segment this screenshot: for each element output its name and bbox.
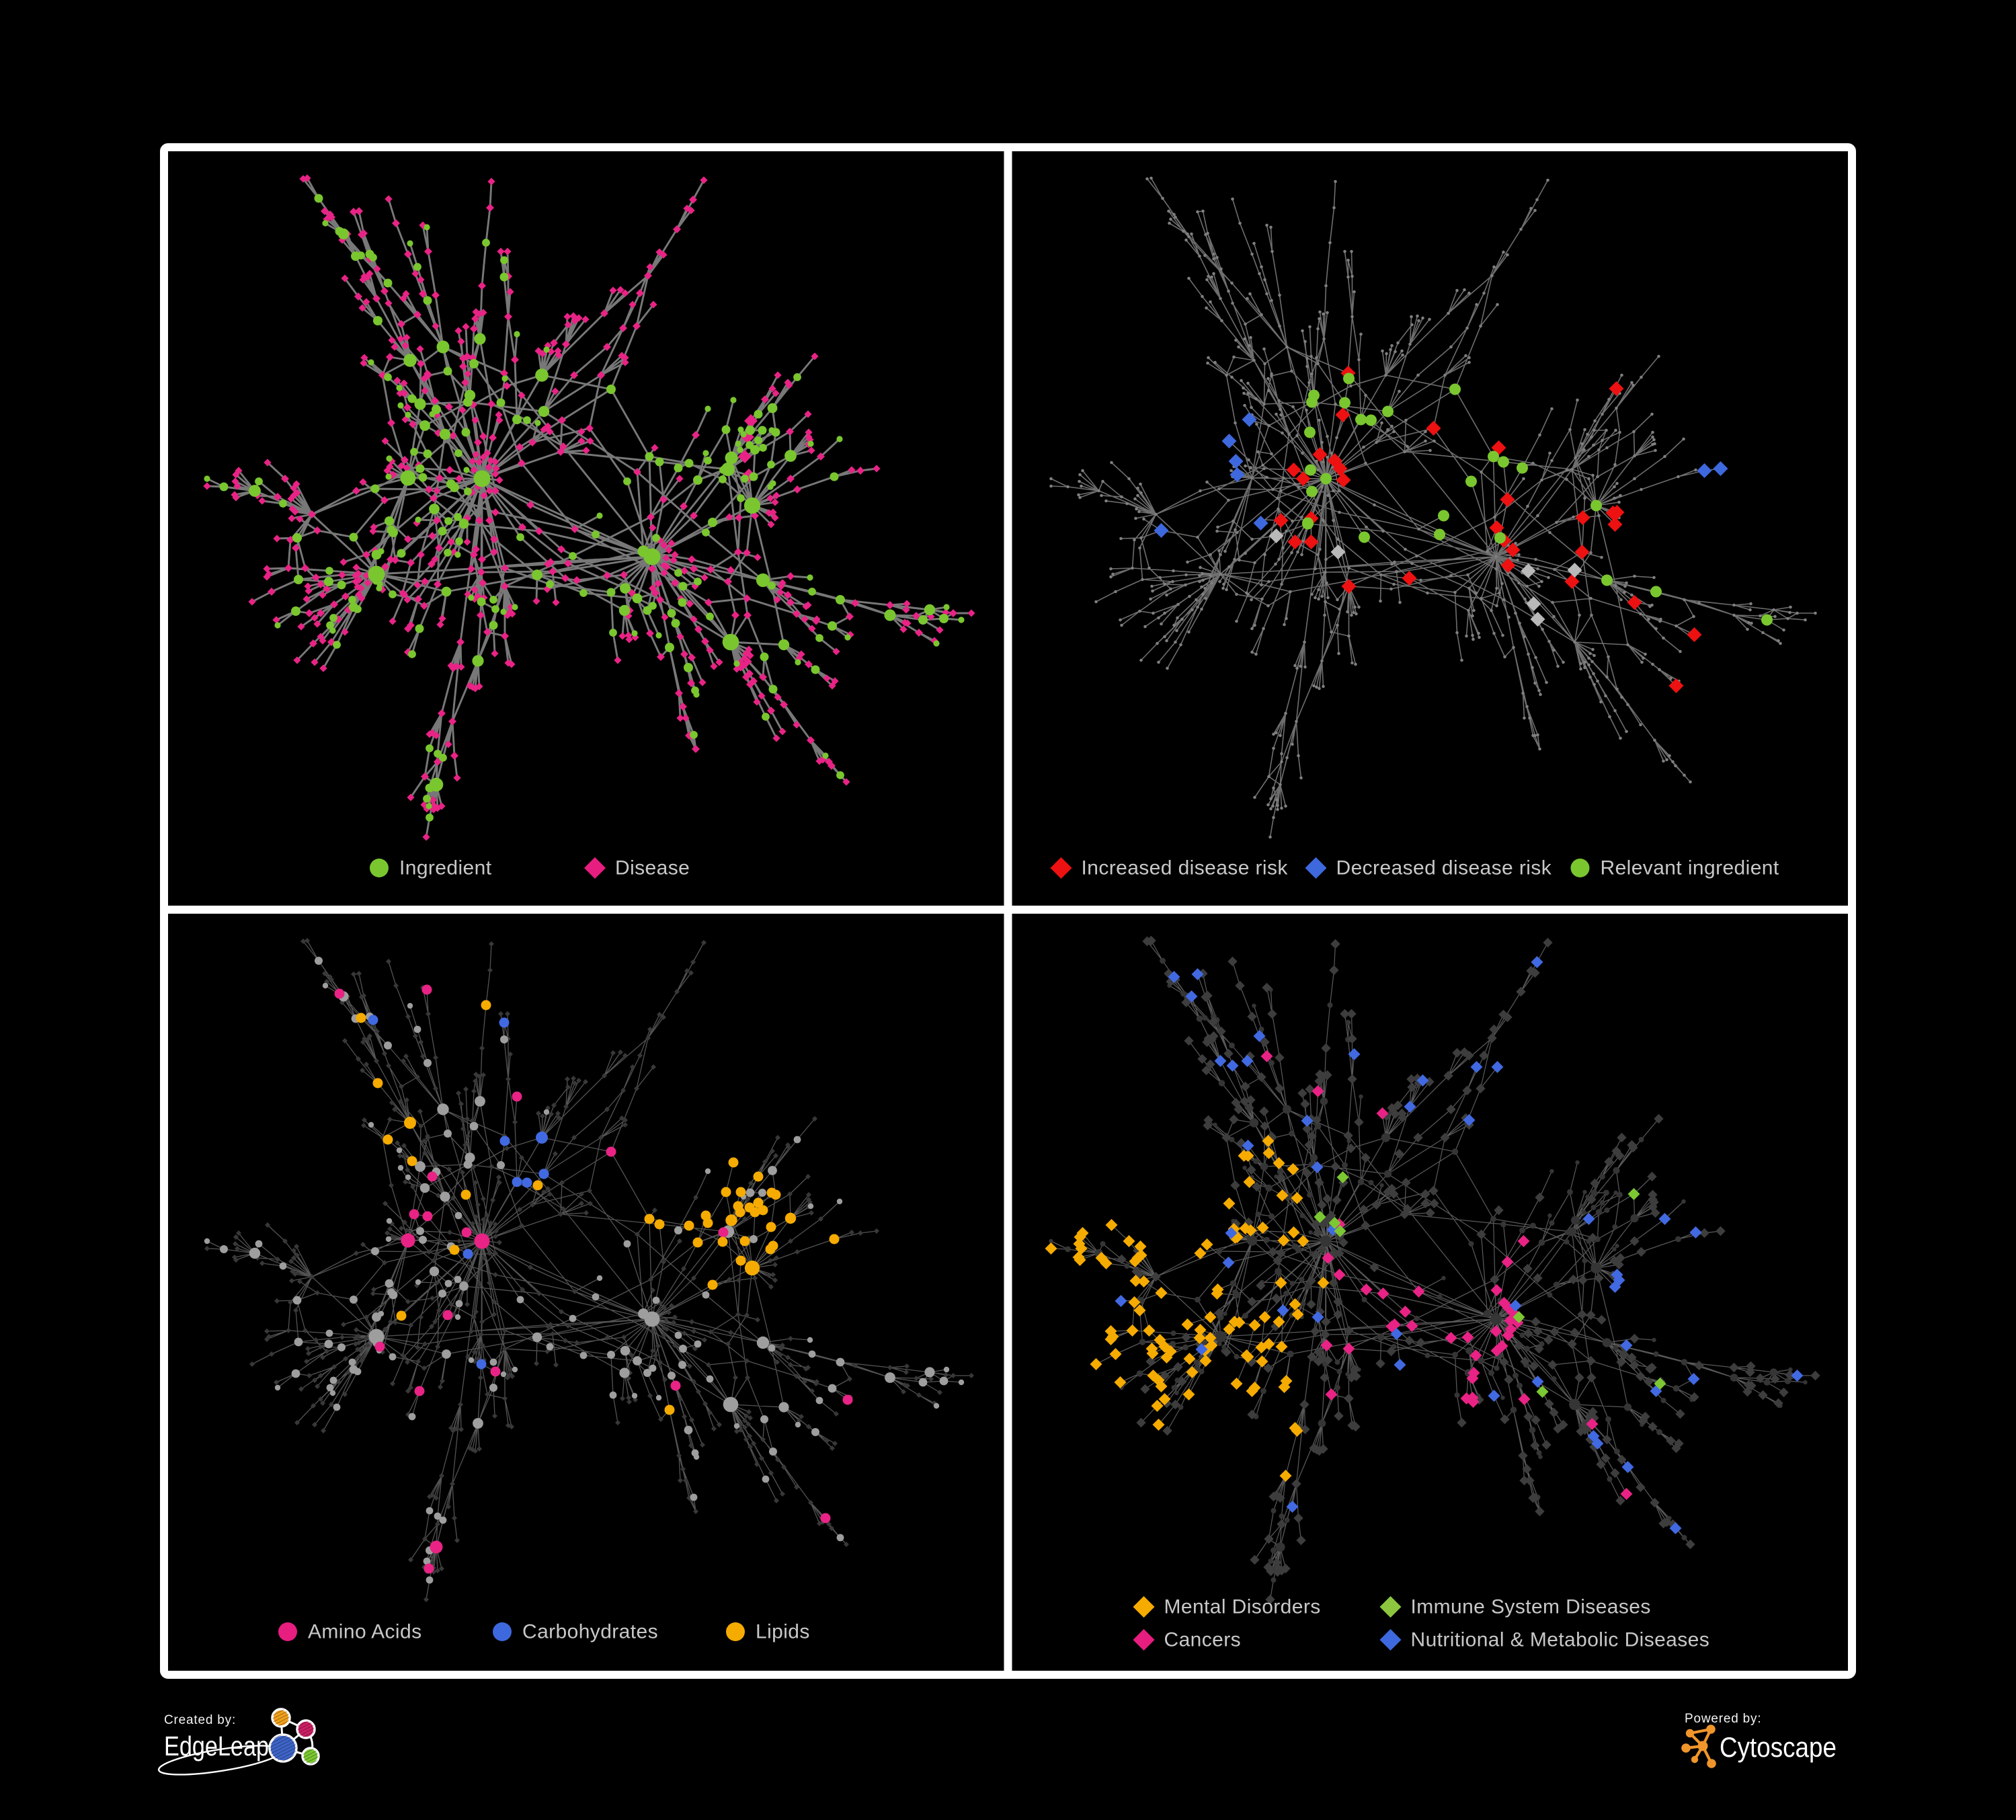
svg-text:Decreased disease risk: Decreased disease risk bbox=[1336, 857, 1552, 879]
svg-text:Relevant ingredient: Relevant ingredient bbox=[1601, 857, 1779, 879]
svg-text:Increased disease risk: Increased disease risk bbox=[1082, 857, 1289, 879]
svg-text:Nutritional & Metabolic Diseas: Nutritional & Metabolic Diseases bbox=[1411, 1629, 1710, 1651]
svg-text:Amino Acids: Amino Acids bbox=[308, 1621, 421, 1643]
svg-text:EdgeLeap: EdgeLeap bbox=[164, 1731, 269, 1762]
svg-text:Cytoscape: Cytoscape bbox=[1720, 1731, 1837, 1763]
svg-text:Ingredient: Ingredient bbox=[399, 857, 492, 879]
svg-text:Disease: Disease bbox=[615, 857, 690, 879]
svg-text:Created by:: Created by: bbox=[164, 1713, 236, 1727]
svg-text:Lipids: Lipids bbox=[756, 1621, 810, 1643]
svg-text:Immune System Diseases: Immune System Diseases bbox=[1411, 1596, 1651, 1618]
svg-text:Cancers: Cancers bbox=[1164, 1629, 1242, 1651]
svg-text:Powered by:: Powered by: bbox=[1685, 1712, 1761, 1726]
svg-text:Mental Disorders: Mental Disorders bbox=[1164, 1596, 1321, 1618]
svg-text:Carbohydrates: Carbohydrates bbox=[522, 1621, 658, 1643]
